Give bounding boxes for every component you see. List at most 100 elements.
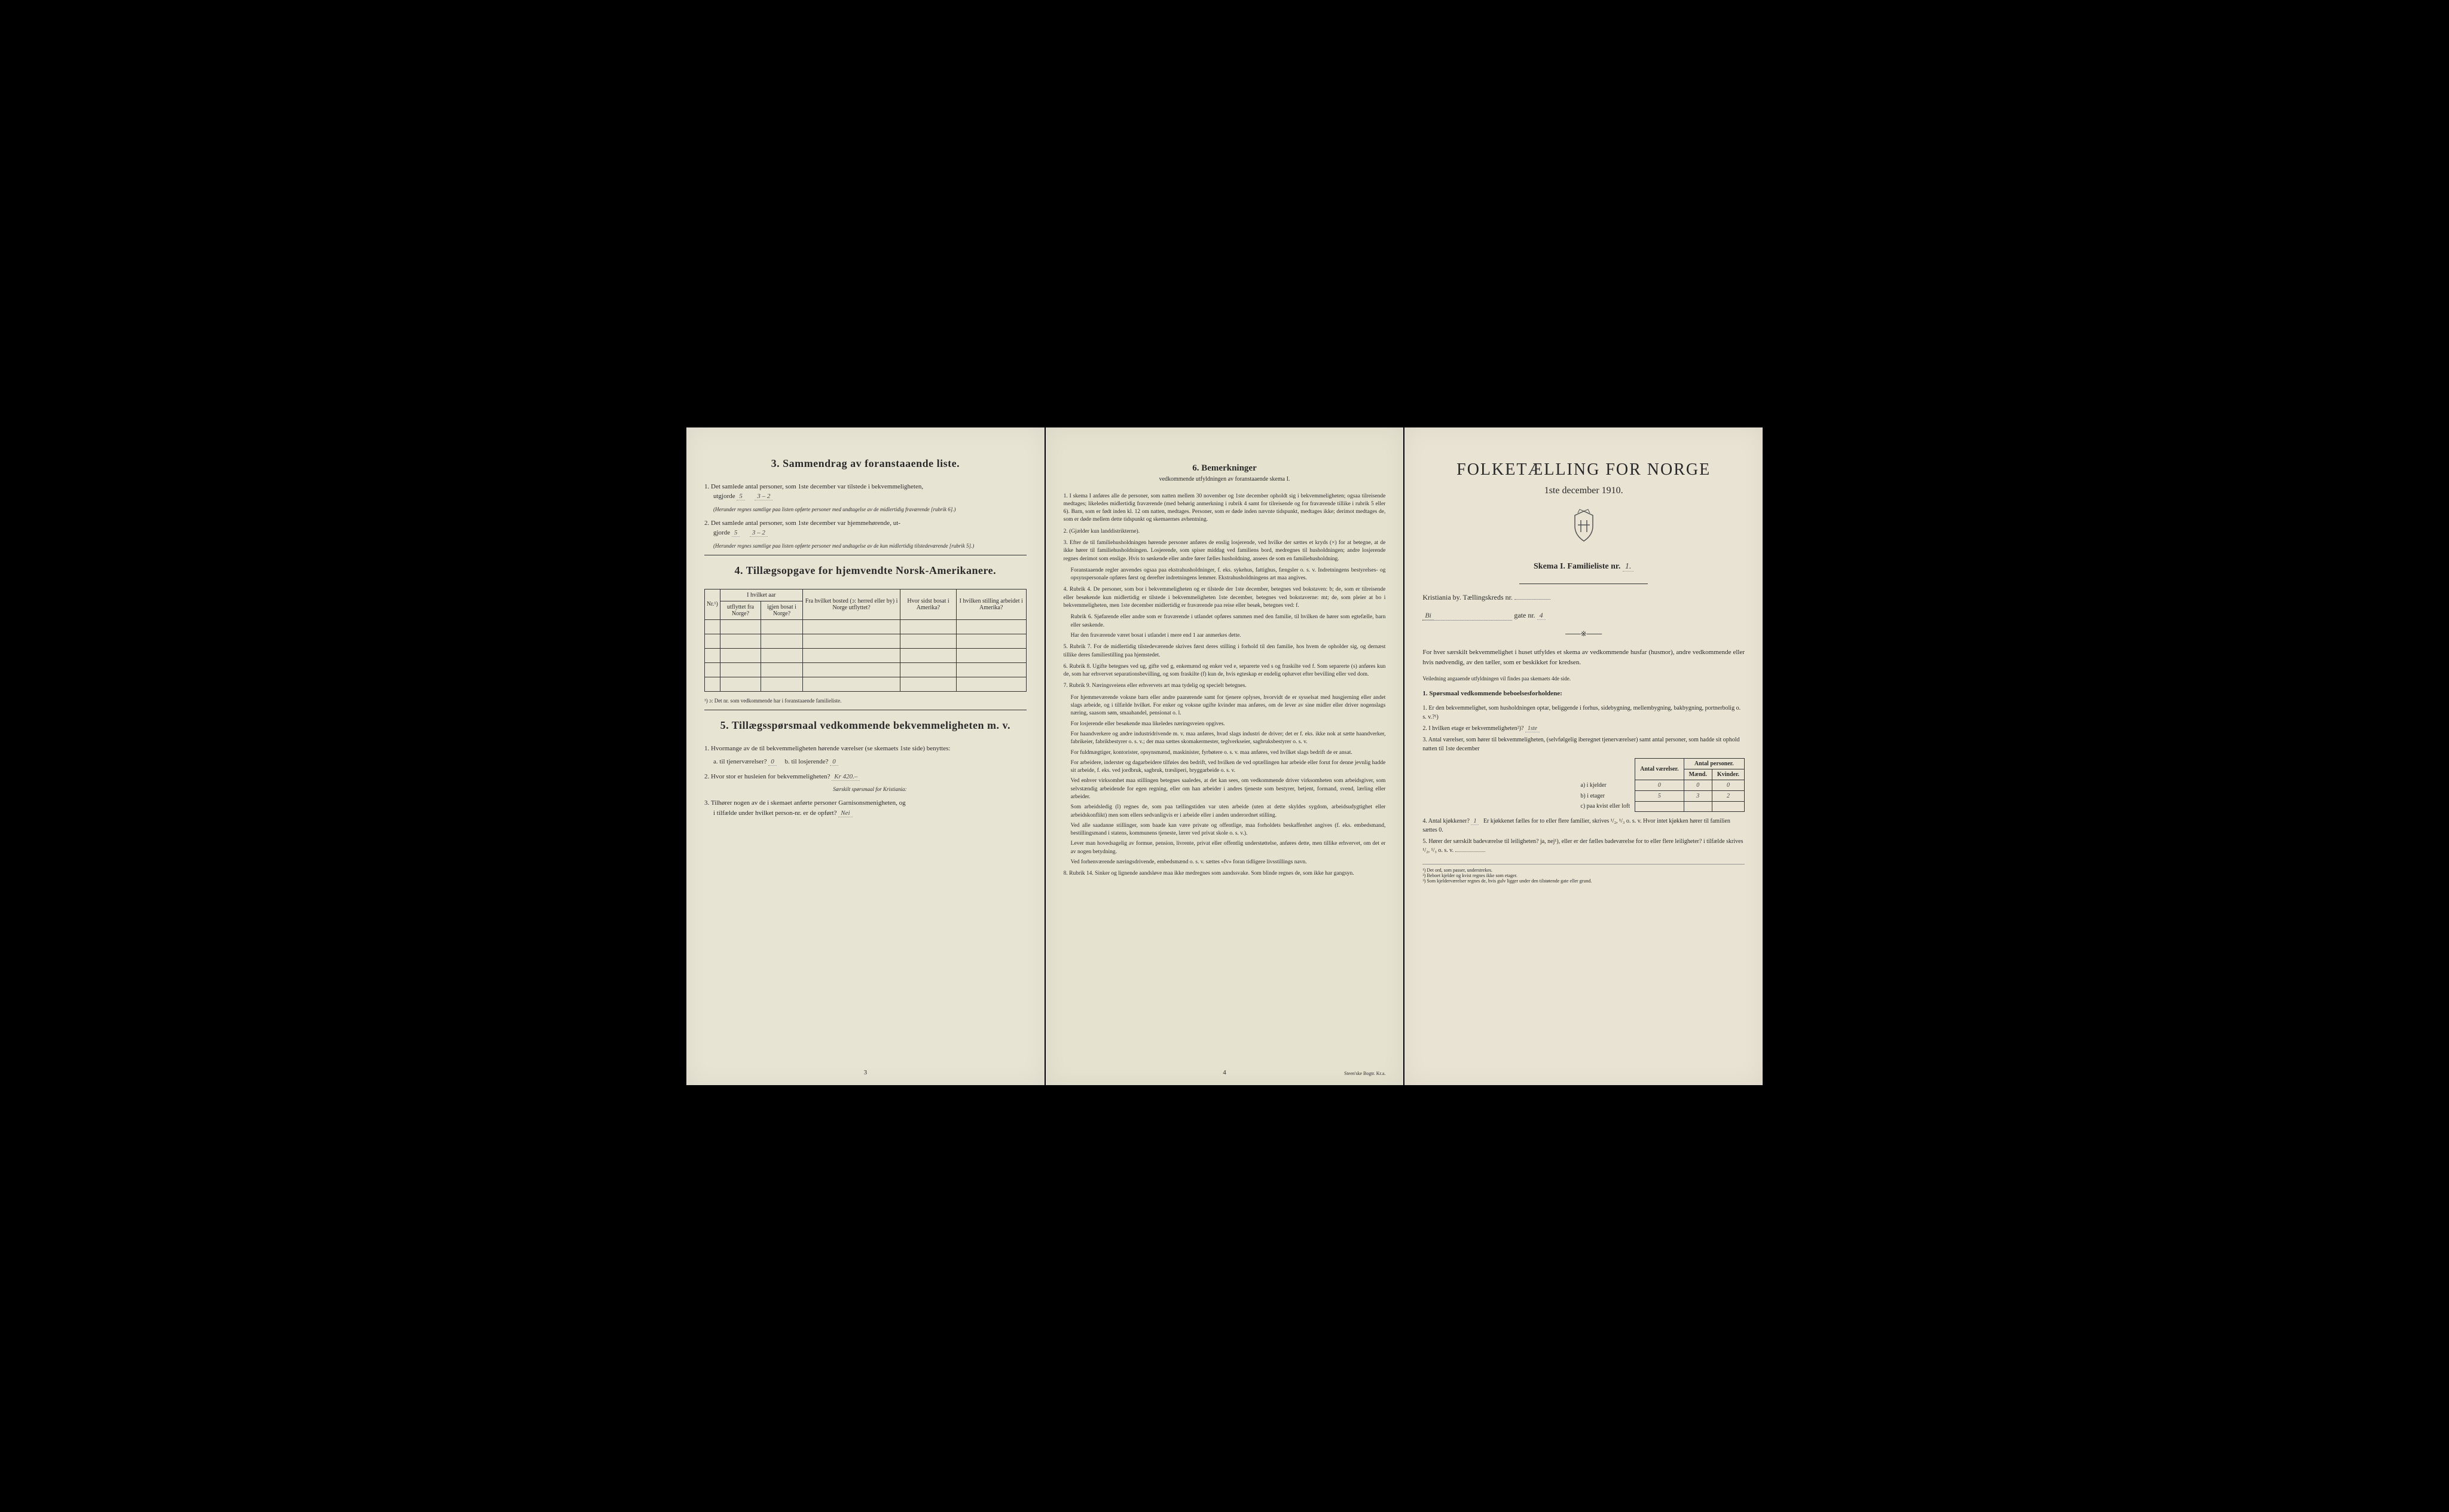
section6-sub: vedkommende utfyldningen av foranstaaend…	[1159, 476, 1290, 482]
remark-7: 7. Rubrik 9. Næringsveiens eller erhverv…	[1064, 682, 1386, 690]
street-num: 4	[1537, 611, 1546, 620]
table-row	[705, 662, 1027, 677]
th-maend: Mænd.	[1684, 769, 1712, 780]
remark-1: 1. I skema I anføres alle de personer, s…	[1064, 493, 1386, 524]
section-5-title: 5. Tillægsspørsmaal vedkommende bekvemme…	[704, 719, 1027, 732]
th-stilling: I hvilken stilling arbeidet i Amerika?	[956, 589, 1026, 619]
intro-1: For hver særskilt bekvemmelighet i huset…	[1422, 647, 1745, 668]
item1-val1: 5	[737, 493, 745, 500]
intro-2: Veiledning angaaende utfyldningen vil fi…	[1422, 674, 1745, 683]
r1-text: I skema I anføres alle de personer, som …	[1064, 493, 1386, 523]
r3b-text: Foranstaaende regler anvendes ogsaa paa …	[1071, 567, 1386, 583]
item1-val2: 3 – 2	[755, 493, 772, 500]
q5-1-text: Hvormange av de til bekvemmeligheten hør…	[711, 745, 950, 752]
q5-1a-val: 0	[768, 758, 777, 766]
r4b-text: Rubrik 6. Sjøfarende eller andre som er …	[1071, 613, 1386, 630]
table-row	[705, 677, 1027, 691]
divider-ornament: ───※───	[1422, 630, 1745, 639]
q5-2-val: Kr 420.‒	[832, 773, 860, 781]
th-bosted: Fra hvilket bosted (ɔ: herred eller by) …	[802, 589, 900, 619]
street-val: Bi	[1422, 611, 1434, 620]
section6-title-text: 6. Bemerkninger	[1192, 463, 1256, 473]
row-a-v1: 0	[1684, 780, 1712, 790]
r7-p1: For hjemmeværende voksne barn eller andr…	[1071, 694, 1386, 718]
remark-3: 3. Efter de til familiehusholdningen hør…	[1064, 539, 1386, 563]
page-4: 6. Bemerkninger vedkommende utfyldningen…	[1046, 427, 1404, 1085]
q5-2-note: Særskilt spørsmaal for Kristiania:	[713, 786, 1027, 792]
r4c-text: Har den fraværende været bosat i utlande…	[1071, 632, 1386, 640]
question-3: 3. Antal værelser, som hører til bekvemm…	[1422, 735, 1745, 753]
item-1: 1. Det samlede antal personer, som 1ste …	[704, 482, 1027, 502]
q5-3-text: Tilhører nogen av de i skemaet anførte p…	[711, 799, 906, 807]
schema-line: Skema I. Familieliste nr. 1.	[1422, 562, 1745, 572]
remark-6: 6. Rubrik 8. Ugifte betegnes ved ug, gif…	[1064, 663, 1386, 679]
q2-text: I hvilken etage er bekvemmeligheten²)?	[1428, 725, 1523, 732]
section-4-title: 4. Tillægsopgave for hjemvendte Norsk-Am…	[704, 564, 1027, 577]
q2-val: 1ste	[1525, 725, 1540, 732]
fn2: ²) Beboet kjelder og kvist regnes ikke s…	[1422, 873, 1745, 878]
questions-title: 1. Spørsmaal vedkommende beboelsesforhol…	[1422, 689, 1745, 699]
row-b-v0: 5	[1635, 790, 1684, 801]
subtitle: 1ste december 1910.	[1422, 485, 1745, 496]
row-a-v2: 0	[1712, 780, 1744, 790]
th-sidst: Hvor sidst bosat i Amerika?	[900, 589, 957, 619]
q5-3-line2: i tilfælde under hvilket person-nr. er d…	[713, 810, 837, 817]
question-5: 5. Hører der særskilt badeværelse til le…	[1422, 837, 1745, 855]
footnotes: ¹) Det ord, som passer, understrekes. ²)…	[1422, 864, 1745, 884]
q5-1a: a. til tjenerværelser?	[713, 758, 767, 765]
r7-p10: Ved forhenværende næringsdrivende, embed…	[1071, 859, 1386, 866]
question-1: 1. Er den bekvemmelighet, som husholdnin…	[1422, 704, 1745, 722]
row-a-v0: 0	[1635, 780, 1684, 790]
r4a-text: Rubrik 4. De personer, som bor i bekvemm…	[1064, 587, 1386, 609]
item1-text: Det samlede antal personer, som 1ste dec…	[711, 483, 923, 490]
r7-p7: Som arbeidsledig (l) regnes de, som paa …	[1071, 804, 1386, 820]
item2-text: Det samlede antal personer, som 1ste dec…	[711, 520, 900, 527]
row-b-label: b) i etager	[1575, 790, 1635, 801]
th-personer: Antal personer.	[1684, 758, 1744, 769]
r7-p8: Ved alle saadanne stillinger, som baade …	[1071, 822, 1386, 838]
location-label: Kristiania by. Tællingskreds nr.	[1422, 593, 1513, 601]
th-kvinder: Kvinder.	[1712, 769, 1744, 780]
r2-text: (Gjælder kun landdistrikterne).	[1069, 529, 1140, 534]
table-row	[705, 619, 1027, 634]
page-number-4: 4	[1223, 1069, 1226, 1076]
th-vaerelser: Antal værelser.	[1635, 758, 1684, 780]
q5-2: 2. Hvor stor er husleien for bekvemmelig…	[704, 772, 1027, 782]
row-etager: b) i etager 5 3 2	[1575, 790, 1744, 801]
r7-head: Rubrik 9. Næringsveiens eller erhvervets…	[1069, 683, 1247, 689]
item1-line2: utgjorde	[713, 493, 735, 500]
q4-val: 1	[1471, 818, 1479, 825]
table-row	[705, 634, 1027, 648]
th-aar: I hvilket aar	[720, 589, 802, 601]
r7-p9: Lever man hovedsagelig av formue, pensio…	[1071, 840, 1386, 856]
row-a-label: a) i kjelder	[1575, 780, 1635, 790]
q5-1b: b. til losjerende?	[785, 758, 829, 765]
q5-1b-val: 0	[830, 758, 838, 766]
table4-footnote: ¹) ɔ: Det nr. som vedkommende har i fora…	[704, 698, 1027, 704]
rooms-table: Antal værelser. Antal personer. Mænd. Kv…	[1575, 758, 1745, 812]
schema-label: Skema I. Familieliste nr.	[1534, 562, 1620, 571]
table-row	[705, 648, 1027, 662]
r7-p5: For arbeidere, inderster og dagarbeidere…	[1071, 759, 1386, 775]
row-kjelder: a) i kjelder 0 0 0	[1575, 780, 1744, 790]
q3-text: Antal værelser, som hører til bekvemmeli…	[1422, 737, 1739, 752]
item1-note: (Herunder regnes samtlige paa listen opf…	[713, 506, 1027, 512]
r7-p2: For losjerende eller besøkende maa likel…	[1071, 720, 1386, 728]
r7-p6: Ved enhver virksomhet maa stillingen bet…	[1071, 777, 1386, 801]
page-cover: FOLKETÆLLING FOR NORGE 1ste december 191…	[1404, 427, 1763, 1085]
amerikanere-table: Nr.¹) I hvilket aar Fra hvilket bosted (…	[704, 589, 1027, 692]
item2-note: (Herunder regnes samtlige paa listen opf…	[713, 543, 1027, 549]
row-c-label: c) paa kvist eller loft	[1575, 801, 1635, 811]
r6-text: Rubrik 8. Ugifte betegnes ved ug, gifte …	[1064, 664, 1386, 677]
page-number-3: 3	[864, 1069, 868, 1076]
fn3: ³) Som kjelderværelser regnes de, hvis g…	[1422, 878, 1745, 884]
page-3: 3. Sammendrag av foranstaaende liste. 1.…	[686, 427, 1045, 1085]
location-line: Kristiania by. Tællingskreds nr.	[1422, 593, 1745, 602]
q5-2-text: Hvor stor er husleien for bekvemmelighet…	[711, 773, 830, 780]
q1-text: Er den bekvemmelighet, som husholdningen…	[1422, 705, 1740, 720]
q4-text: Antal kjøkkener?	[1428, 818, 1470, 824]
item2-val2: 3 – 2	[750, 529, 768, 537]
question-4: 4. Antal kjøkkener? 1 Er kjøkkenet fælle…	[1422, 817, 1745, 835]
row-kvist: c) paa kvist eller loft	[1575, 801, 1744, 811]
schema-val: 1.	[1623, 562, 1634, 572]
